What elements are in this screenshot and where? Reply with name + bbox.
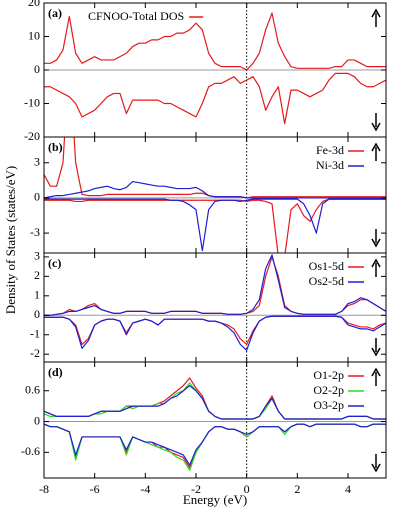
y-tick-label: 0 — [34, 62, 40, 76]
y-tick-label: 20 — [28, 0, 40, 9]
x-tick-label: -6 — [90, 482, 100, 496]
dos-line — [44, 12, 386, 71]
spin-up-arrowhead — [371, 8, 381, 18]
panel-lines — [44, 137, 386, 253]
dos-line — [44, 315, 386, 351]
y-tick-label: -0.6 — [21, 444, 40, 458]
panel-frame — [43, 361, 387, 479]
y-tick-label: -1 — [30, 327, 40, 341]
panel-lines — [44, 254, 386, 351]
y-tick-label: -10 — [24, 95, 40, 109]
x-tick-label: -4 — [140, 482, 150, 496]
dos-line — [44, 137, 386, 199]
y-tick-label: 10 — [28, 28, 40, 42]
y-tick-label: 0 — [34, 190, 40, 204]
spin-down-arrowhead — [371, 463, 381, 473]
spin-up-arrowhead — [371, 367, 381, 377]
panel-label: (b) — [48, 140, 63, 154]
panel-label: (d) — [48, 365, 63, 379]
dos-line — [44, 385, 386, 420]
dos-line — [44, 423, 386, 466]
dos-line — [44, 315, 386, 346]
dos-line — [44, 198, 386, 252]
dos-line — [44, 72, 386, 125]
x-tick-label: 2 — [294, 482, 300, 496]
y-tick-label: 1 — [34, 288, 40, 302]
y-tick-label: -20 — [24, 129, 40, 143]
panel-lines — [44, 12, 386, 125]
y-tick-label: -2 — [30, 346, 40, 360]
spin-up-arrowhead — [371, 142, 381, 152]
panel-lines — [44, 377, 386, 471]
x-tick-label: 0 — [244, 482, 250, 496]
y-tick-label: 2 — [34, 268, 40, 282]
y-tick-label: 3 — [34, 249, 40, 263]
legend-label: Os1-5d — [309, 259, 344, 273]
legend-label: CFNOO-Total DOS — [88, 9, 184, 23]
y-tick-label: 3 — [34, 155, 40, 169]
legend-label: O1-2p — [313, 368, 344, 382]
spin-down-arrowhead — [371, 122, 381, 132]
x-axis-label: Energy (eV) — [183, 492, 247, 507]
y-tick-label: 0 — [34, 307, 40, 321]
dos-line — [44, 423, 386, 471]
legend-label: Fe-3d — [316, 143, 344, 157]
legend-label: O3-2p — [313, 398, 344, 412]
dos-line — [44, 198, 386, 253]
spin-down-arrowhead — [371, 347, 381, 357]
legend-label: Ni-3d — [316, 158, 344, 172]
x-tick-label: -2 — [191, 482, 201, 496]
spin-up-arrowhead — [371, 258, 381, 268]
y-axis-label: Density of States (states/eV) — [3, 166, 18, 314]
x-tick-label: -8 — [39, 482, 49, 496]
dos-line — [44, 254, 386, 316]
y-tick-label: 0.6 — [25, 382, 40, 396]
spin-down-arrowhead — [371, 238, 381, 248]
panel-label: (a) — [48, 6, 62, 20]
y-tick-label: -3 — [30, 225, 40, 239]
panel-label: (c) — [48, 256, 61, 270]
legend-label: Os2-5d — [309, 274, 344, 288]
x-tick-label: 4 — [345, 482, 351, 496]
y-tick-label: 0 — [34, 413, 40, 427]
dos-line — [44, 180, 386, 199]
dos-line — [44, 423, 386, 469]
legend-label: O2-2p — [313, 383, 344, 397]
